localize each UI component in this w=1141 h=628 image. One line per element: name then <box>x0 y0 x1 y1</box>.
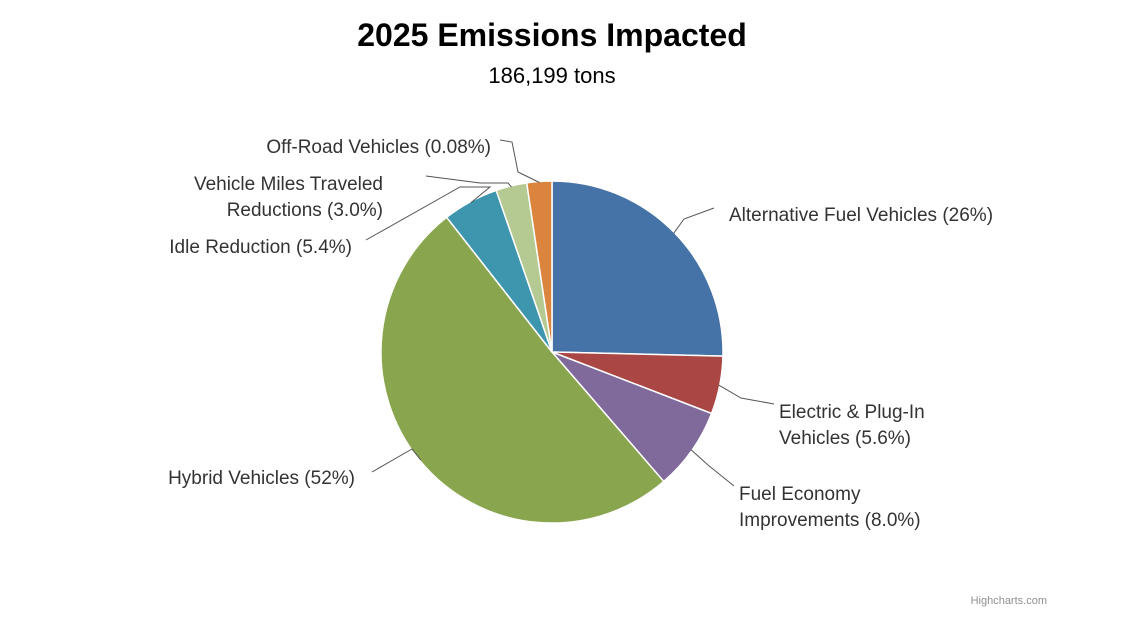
slice-label-fuel-economy-improvements: Fuel Economy Improvements (8.0%) <box>739 484 921 531</box>
slice-label-electric-and-plug-in-vehicles: Electric & Plug-In Vehicles (5.6%) <box>779 402 925 449</box>
slice-label-line: Fuel Economy <box>739 484 861 505</box>
connector-fuel-economy-improvements <box>690 449 735 487</box>
slice-label-line: Vehicle Miles Traveled <box>194 174 383 195</box>
pie-slice-off-road-vehicles[interactable] <box>525 180 553 353</box>
connector-electric-and-plug-in-vehicles <box>718 384 775 405</box>
pie-slices <box>380 180 724 524</box>
pie-slice-hybrid-vehicles[interactable] <box>380 216 665 524</box>
slice-label-hybrid-vehicles: Hybrid Vehicles (52%) <box>168 468 355 489</box>
slice-label-line: Reductions (3.0%) <box>227 200 383 221</box>
slice-label-line: Improvements (8.0%) <box>739 510 921 531</box>
label-connectors <box>365 139 775 487</box>
connector-idle-reduction <box>365 186 492 241</box>
connector-hybrid-vehicles <box>371 448 422 473</box>
slice-label-line: Electric & Plug-In <box>779 402 925 423</box>
connector-off-road-vehicles <box>499 139 540 183</box>
slice-label-line: Vehicles (5.6%) <box>779 428 911 449</box>
chart-title: 2025 Emissions Impacted <box>357 17 747 53</box>
slice-label-vehicle-miles-traveled-reductions: Vehicle Miles Traveled Reductions (3.0%) <box>194 174 383 221</box>
slice-label-off-road-vehicles: Off-Road Vehicles (0.08%) <box>266 137 491 158</box>
slice-label-idle-reduction: Idle Reduction (5.4%) <box>169 237 352 258</box>
slice-label-alternative-fuel-vehicles: Alternative Fuel Vehicles (26%) <box>729 205 993 226</box>
credits-link[interactable]: Highcharts.com <box>971 595 1047 607</box>
chart-subtitle: 186,199 tons <box>488 63 615 88</box>
slice-labels: Alternative Fuel Vehicles (26%) Electric … <box>168 137 993 531</box>
connector-alternative-fuel-vehicles <box>673 207 715 234</box>
connector-vehicle-miles-traveled-reductions <box>425 175 512 188</box>
